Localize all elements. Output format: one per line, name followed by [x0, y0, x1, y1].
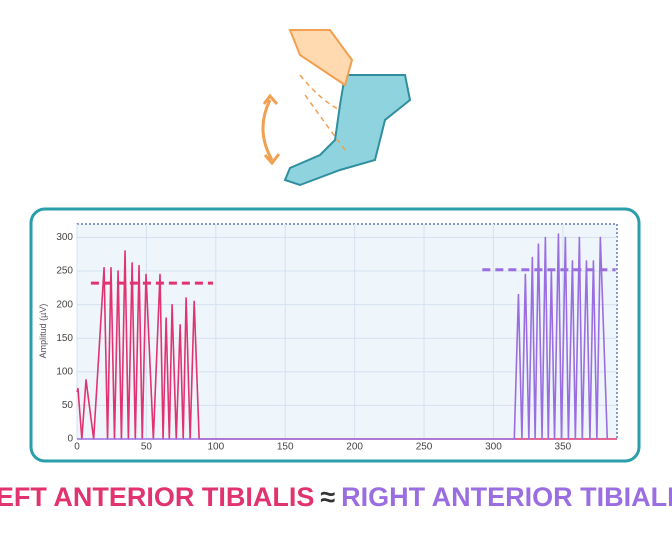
legend-entry: RIGHT ANTERIOR TIBIALIS	[341, 482, 672, 512]
arrow-heads	[262, 93, 281, 166]
legend-entry: LEFT ANTERIOR TIBIALIS	[0, 482, 314, 512]
foot-illustration	[261, 29, 412, 187]
x-tick-label: 250	[416, 442, 433, 453]
y-tick-label: 250	[56, 266, 73, 277]
x-tick-label: 150	[277, 442, 294, 453]
x-tick-label: 0	[74, 442, 80, 453]
motion-lines	[299, 74, 346, 151]
y-axis-label: Amplitud (µV)	[38, 304, 48, 359]
series-line	[76, 250, 617, 440]
y-tick-label: 50	[62, 400, 74, 411]
x-tick-label: 50	[141, 442, 153, 453]
foot	[283, 74, 412, 187]
y-tick-label: 300	[56, 232, 73, 243]
y-tick-label: 0	[67, 434, 73, 445]
x-tick-label: 200	[346, 442, 363, 453]
motion-arrow	[261, 99, 274, 161]
legend-title: LEFT ANTERIOR TIBIALIS ≈ RIGHT ANTERIOR TI…	[0, 482, 672, 512]
hand	[288, 29, 354, 87]
y-tick-label: 150	[56, 333, 73, 344]
x-tick-label: 350	[555, 442, 572, 453]
x-tick-label: 300	[485, 442, 502, 453]
separator: ≈	[320, 482, 335, 512]
series-line	[77, 233, 609, 440]
y-tick-label: 100	[56, 366, 73, 377]
y-tick-label: 200	[56, 299, 73, 310]
x-tick-label: 100	[207, 442, 224, 453]
